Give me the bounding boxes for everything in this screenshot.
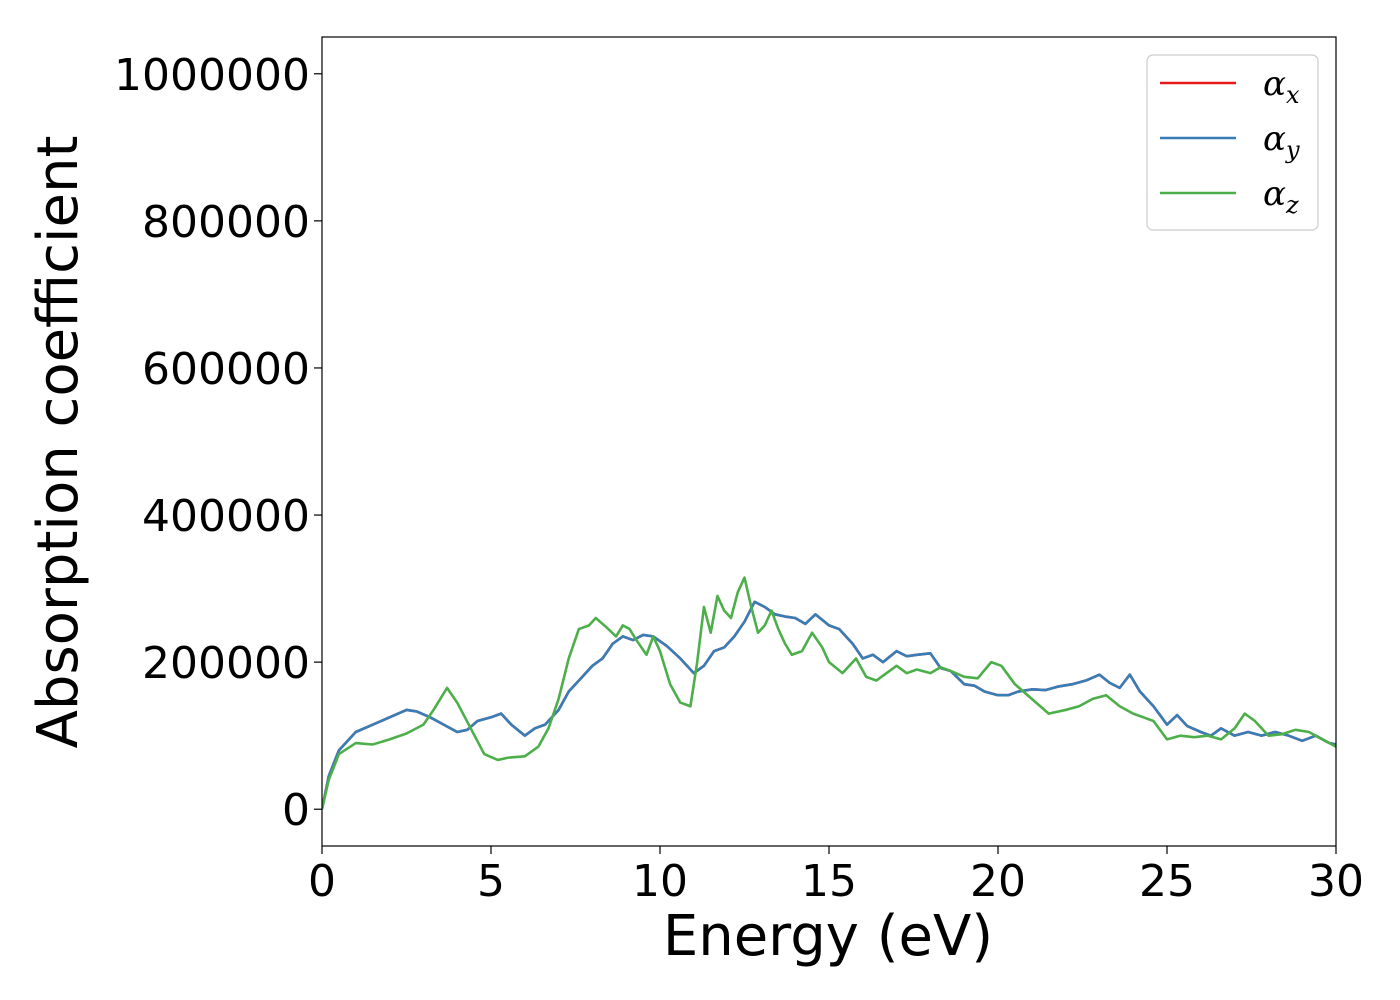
- y-tick-label: 600000: [142, 344, 310, 395]
- x-tick-label: 10: [632, 856, 688, 907]
- x-tick-label: 20: [970, 856, 1026, 907]
- y-tick-label: 1000000: [114, 50, 310, 101]
- y-tick-label: 0: [282, 785, 310, 836]
- legend-subscript: z: [1285, 191, 1299, 219]
- x-tick-label: 0: [308, 856, 336, 907]
- x-tick-label: 25: [1139, 856, 1195, 907]
- legend-subscript: y: [1285, 136, 1300, 164]
- x-axis: 0 5 10 15 20 25 30: [308, 846, 1364, 907]
- legend-subscript: x: [1286, 81, 1300, 109]
- y-axis: 0 200000 400000 600000 800000 1000000: [114, 50, 322, 836]
- x-tick-label: 15: [801, 856, 857, 907]
- legend-symbol: α: [1263, 119, 1286, 159]
- y-tick-label: 800000: [142, 197, 310, 248]
- legend-symbol: α: [1263, 174, 1286, 214]
- x-tick-label: 30: [1308, 856, 1364, 907]
- y-axis-title: Absorption coefficient: [26, 136, 91, 749]
- y-tick-label: 200000: [142, 638, 310, 689]
- legend-box: [1146, 54, 1319, 231]
- series-layer: [322, 576, 1336, 810]
- legend-label-x: αx: [1263, 64, 1300, 109]
- x-tick-label: 5: [477, 856, 505, 907]
- series-line-y: [322, 600, 1336, 810]
- y-tick-label: 400000: [142, 491, 310, 542]
- legend-symbol: α: [1263, 64, 1286, 104]
- series-line-z: [322, 576, 1336, 810]
- x-axis-title: Energy (eV): [663, 904, 993, 969]
- legend-label-y: αy: [1263, 119, 1300, 164]
- legend-label-z: αz: [1263, 174, 1299, 219]
